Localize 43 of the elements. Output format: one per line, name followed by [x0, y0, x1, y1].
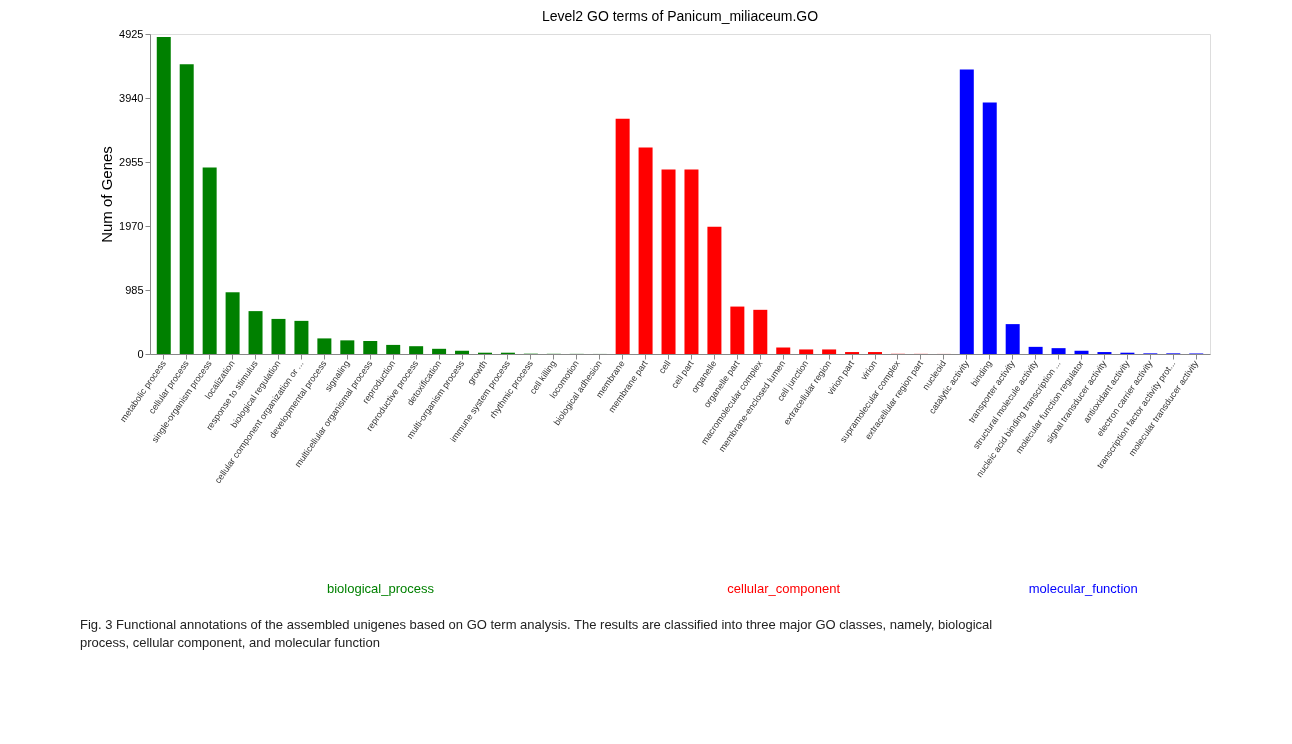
bar	[1074, 350, 1089, 354]
bar	[982, 102, 997, 354]
text: biological_process	[326, 581, 435, 596]
y-tick-label: 2955	[119, 155, 144, 168]
bar	[822, 349, 837, 354]
bar	[156, 36, 171, 354]
bar	[317, 338, 332, 354]
bar	[638, 147, 653, 354]
caption: Fig. 3 Functional annotations of the assembled unigenes based on GO term analysis. The results are classified into three major GO classes, namely, biological process, cellular component, and molecular function	[80, 617, 993, 650]
y-axis-title: Num of Genes	[98, 146, 116, 243]
bar	[225, 292, 240, 354]
y-tick-label: 1970	[119, 219, 144, 232]
y-tick-label: 4925	[119, 27, 144, 40]
bar	[179, 64, 194, 354]
bar	[1005, 324, 1020, 354]
y-tick-label: 0	[137, 347, 144, 360]
text: cellular_component	[727, 581, 841, 596]
bar	[615, 118, 630, 354]
bar	[363, 341, 378, 354]
bar	[386, 344, 401, 354]
bar	[271, 318, 286, 354]
bar	[661, 169, 676, 354]
bar	[455, 350, 470, 354]
x-tick-label: cell	[656, 358, 673, 376]
chart-title: Level2 GO terms of Panicum_miliaceum.GO	[541, 8, 819, 24]
y-tick-label: 985	[125, 283, 144, 296]
bar	[409, 346, 424, 354]
bar	[707, 226, 722, 354]
bar	[340, 340, 355, 354]
bar	[248, 311, 263, 354]
text: molecular_function	[1028, 581, 1138, 596]
bar	[799, 349, 814, 354]
bar	[294, 320, 309, 354]
bar	[1051, 348, 1066, 354]
bar	[432, 348, 447, 354]
bar	[753, 309, 768, 354]
bar	[1028, 346, 1043, 354]
bar	[202, 167, 217, 354]
bar	[684, 169, 699, 354]
bar	[959, 69, 974, 354]
y-tick-label: 3940	[119, 91, 144, 104]
bar	[776, 347, 791, 354]
bar	[730, 306, 745, 354]
